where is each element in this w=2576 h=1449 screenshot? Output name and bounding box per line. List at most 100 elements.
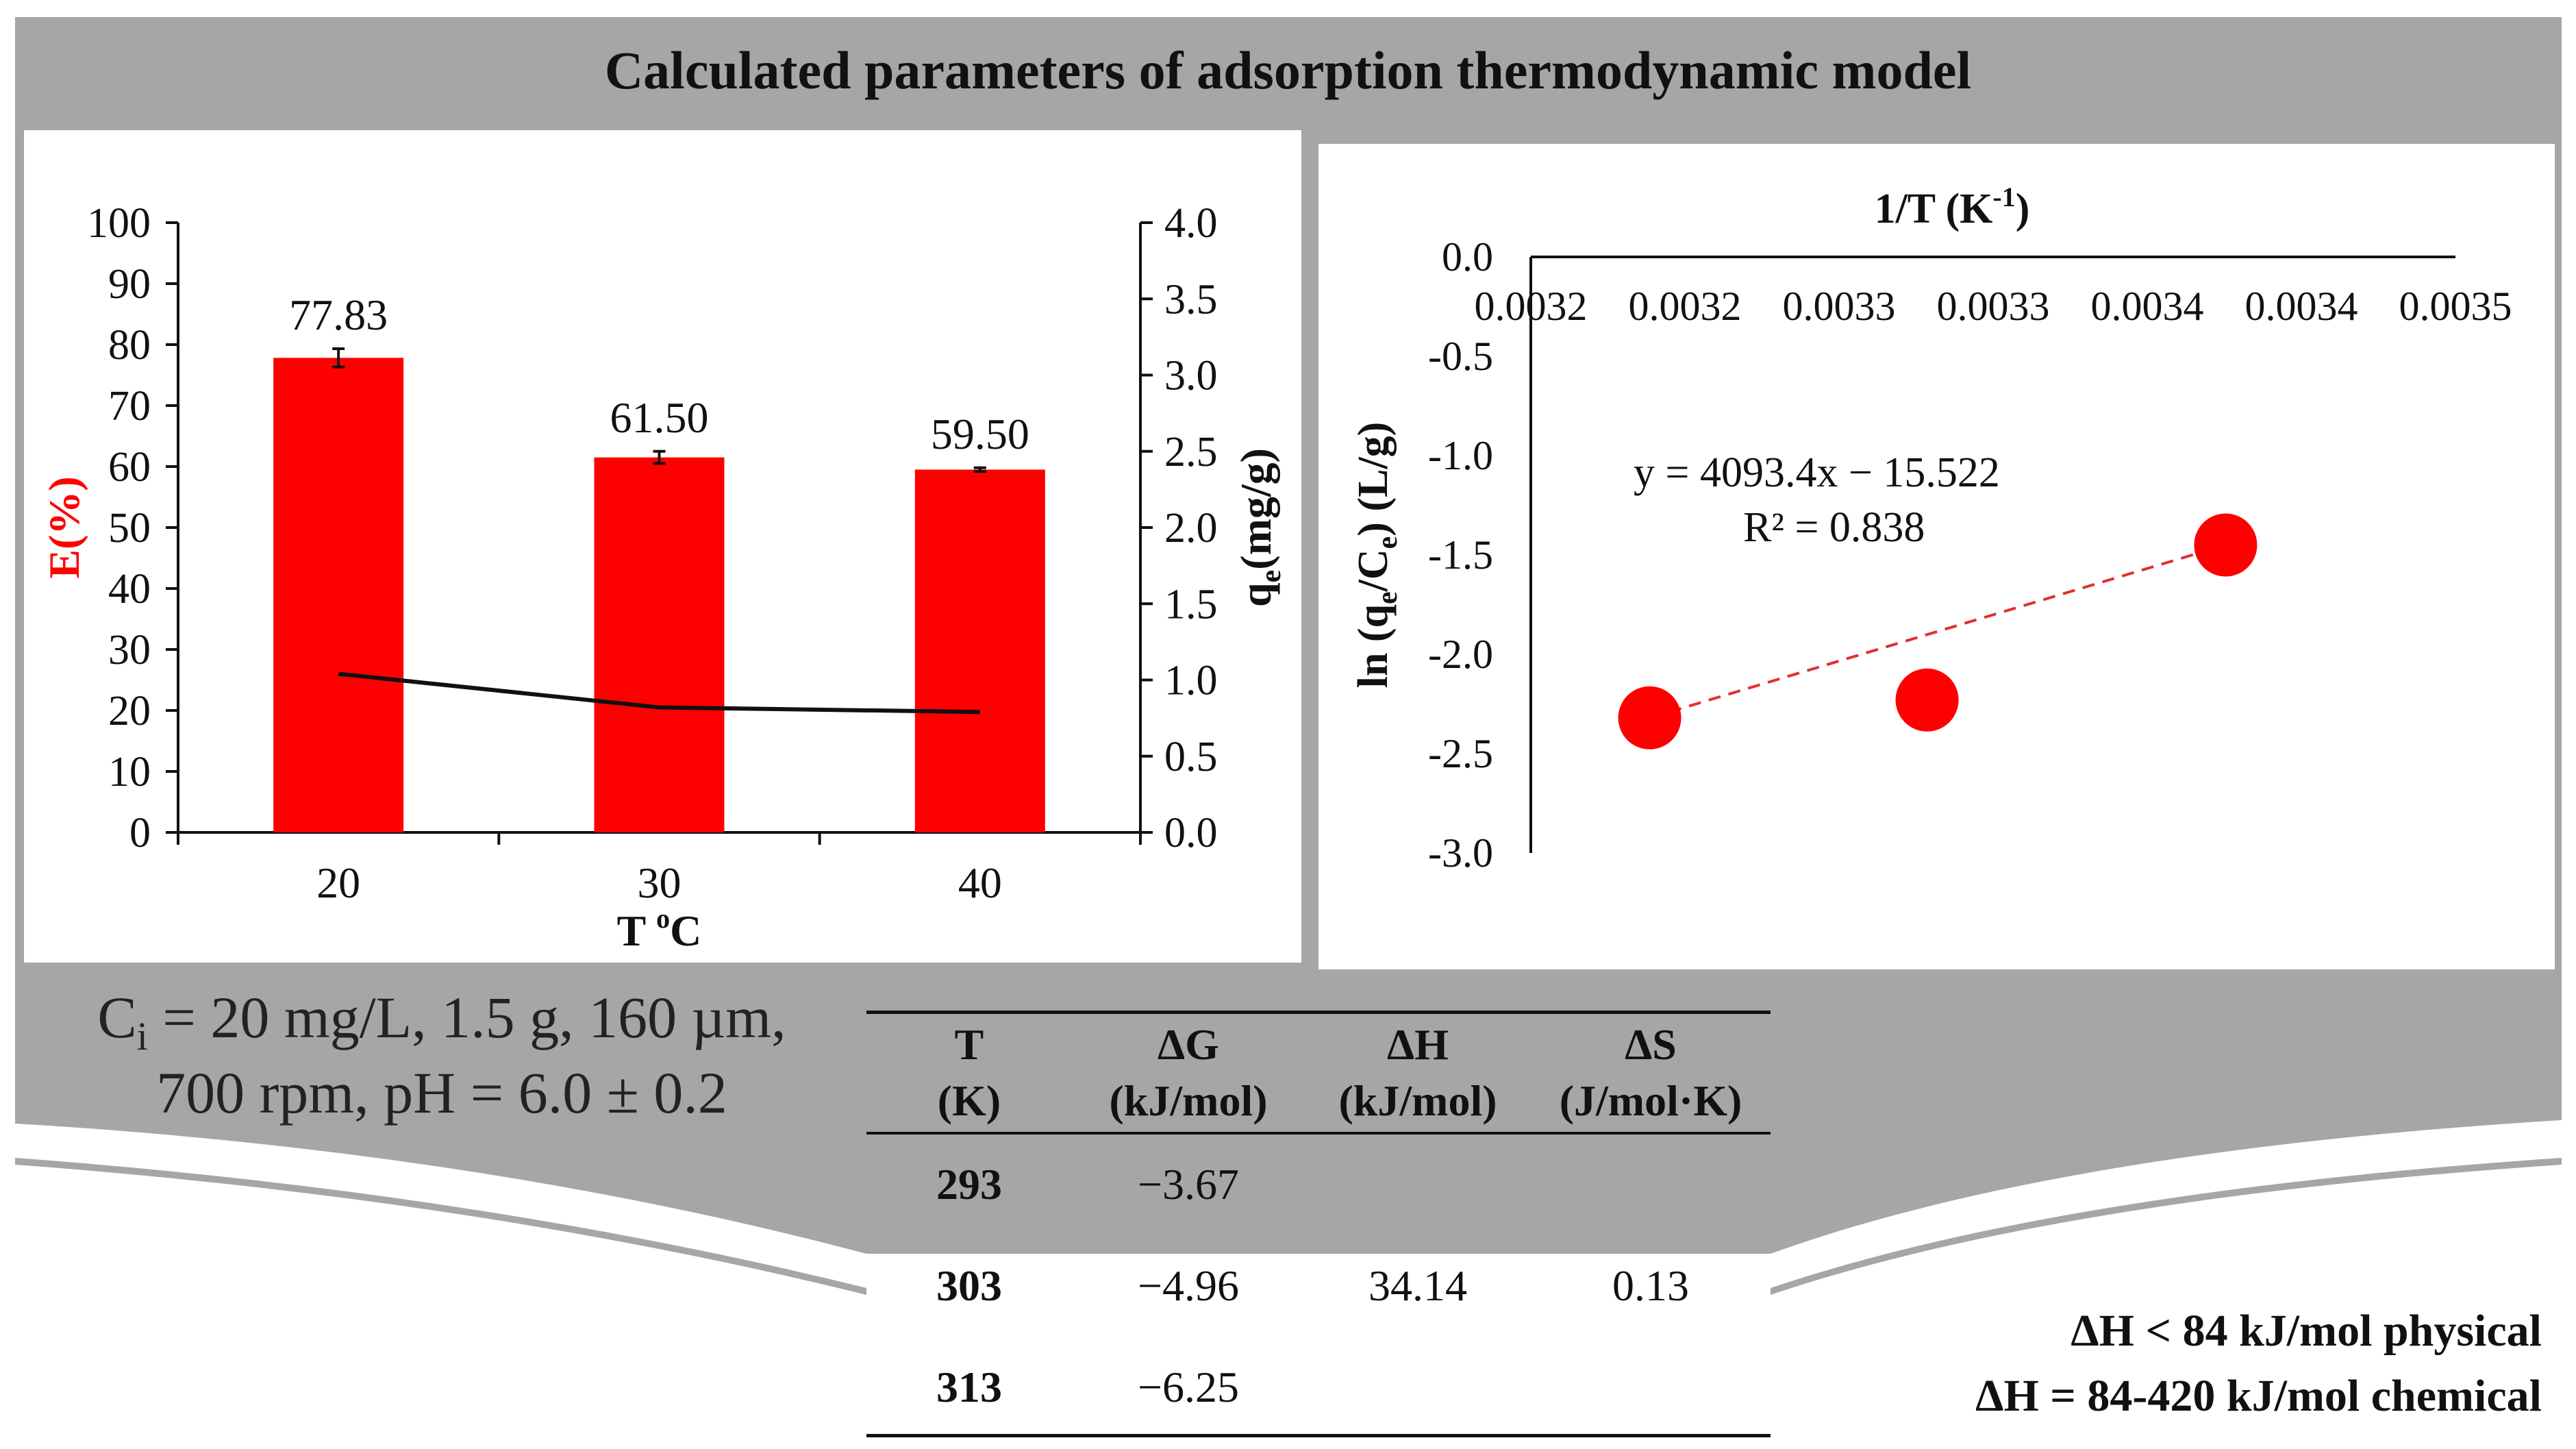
data-point	[2194, 513, 2258, 577]
qe-line-series	[338, 671, 980, 715]
conditions-c: C	[97, 984, 137, 1050]
x-tick-label: 0.0035	[2399, 284, 2512, 329]
x-tick-label: 30	[638, 858, 681, 907]
table-header-dg: ΔG (kJ/mol)	[1072, 1019, 1305, 1126]
y-tick-label: 20	[108, 688, 151, 734]
table-cell-ds: 0.13	[1612, 1261, 1689, 1310]
y2-tick-label: 0.0	[1164, 810, 1218, 856]
y-axis-label-sub1: e	[1372, 591, 1403, 604]
page-title: Calculated parameters of adsorption ther…	[604, 40, 1972, 100]
trendline	[1649, 543, 2227, 719]
bar-chart-panel: 0 10 20 30 40 50 60 70 80 90 100 0.0 0.5 1.0 1.5 2.0 2.5…	[24, 130, 1301, 963]
x-axis-label: T oC	[617, 903, 702, 955]
x-tick-label: 0.0032	[1475, 284, 1588, 329]
x-tick-label: 0.0033	[1937, 284, 2050, 329]
header-t-2: (K)	[937, 1076, 1001, 1125]
y-tick-label: 70	[108, 383, 151, 430]
x-axis-label-end: )	[2016, 186, 2030, 232]
y-tick-label: 60	[108, 444, 151, 491]
scatter-chart: 0.0032 0.0032 0.0033 0.0033 0.0034 0.0034 0.00…	[1350, 182, 2512, 876]
table-cell-dg-313: −6.25	[1137, 1363, 1240, 1411]
y-axis-label-c: /C	[1350, 549, 1397, 592]
header-ds-2: (J/mol·K)	[1559, 1076, 1742, 1125]
x-axis-label-unit: C	[670, 906, 701, 955]
table-top-rule	[866, 1011, 1771, 1014]
y-tick-label: -2.0	[1428, 632, 1493, 677]
trendline-equation: y = 4093.4x − 15.522	[1634, 449, 2000, 496]
table-cell-t-303: 303	[936, 1261, 1002, 1310]
header-t-1: T	[954, 1020, 984, 1069]
trendline-r2: R² = 0.838	[1743, 504, 1925, 551]
conditions-rest: = 20 mg/L, 1.5 g, 160 µm,	[147, 984, 786, 1050]
header-dg-2: (kJ/mol)	[1109, 1076, 1268, 1125]
x-axis-label-sup: -1	[1992, 182, 2015, 212]
y2-axis-label-sub: e	[1255, 570, 1287, 583]
x-axis-label: 1/T (K-1)	[1875, 182, 2030, 232]
data-label: 61.50	[610, 393, 709, 442]
x-tick-label: 40	[958, 858, 1002, 907]
header-dh-1: ΔH	[1387, 1020, 1449, 1069]
y-tick-label: -0.5	[1428, 334, 1493, 379]
y2-tick-label: 1.5	[1164, 581, 1218, 628]
table-cell-dh: 34.14	[1368, 1261, 1467, 1310]
x-tick-label: 20	[316, 858, 360, 907]
y2-axis-label-unit: (mg/g)	[1231, 448, 1280, 570]
y-tick-label: -1.5	[1428, 532, 1493, 578]
y-axis-label-sub2: e	[1372, 536, 1403, 549]
x-axis-label-main: 1/T (K	[1875, 186, 1993, 232]
header-dh-2: (kJ/mol)	[1338, 1076, 1497, 1125]
y2-tick-label: 0.5	[1164, 734, 1218, 780]
y2-axis-label: qe(mg/g)	[1231, 448, 1287, 607]
note-chemical: ΔH = 84-420 kJ/mol chemical	[1975, 1371, 2542, 1421]
y-axis-label: E(%)	[40, 476, 88, 578]
x-axis-label-degree: o	[656, 903, 670, 934]
y-tick-label: 80	[108, 322, 151, 369]
y-tick-label: 40	[108, 566, 151, 612]
y-tick-label: 10	[108, 749, 151, 795]
data-point	[1618, 686, 1681, 750]
y-axis-label-e: ) (L/g)	[1350, 422, 1397, 536]
table-header-ds: ΔS (J/mol·K)	[1531, 1019, 1771, 1126]
table-cell-t-313: 313	[936, 1363, 1002, 1411]
header-ds-1: ΔS	[1625, 1020, 1677, 1069]
y2-axis-label-q: q	[1231, 582, 1280, 607]
y-axis-label-a: ln (q	[1350, 604, 1397, 688]
y-tick-label: -2.5	[1428, 731, 1493, 776]
data-point	[1895, 668, 1959, 732]
y-tick-label: 90	[108, 261, 151, 308]
data-label: 59.50	[931, 410, 1029, 458]
bar	[594, 457, 725, 832]
bar-chart: 0 10 20 30 40 50 60 70 80 90 100 0.0 0.5 1.0 1.5 2.0 2.5…	[40, 200, 1287, 955]
x-tick-label: 0.0034	[2091, 284, 2204, 329]
bar	[273, 358, 404, 832]
y2-tick-label: 3.0	[1164, 353, 1218, 399]
y-tick-label: 0	[129, 810, 151, 856]
table-cell-dg-293: −3.67	[1137, 1160, 1240, 1209]
y-tick-label: -1.0	[1428, 433, 1493, 478]
conditions-line-1: Ci = 20 mg/L, 1.5 g, 160 µm,	[14, 983, 870, 1059]
y2-tick-label: 2.5	[1164, 429, 1218, 475]
y2-tick-label: 3.5	[1164, 276, 1218, 323]
y-tick-label: 0.0	[1442, 234, 1493, 280]
table-header-t: T (K)	[866, 1019, 1072, 1126]
x-tick-label: 0.0034	[2245, 284, 2358, 329]
x-tick-label: 0.0033	[1783, 284, 1896, 329]
y-tick-label: 50	[108, 505, 151, 552]
y2-tick-label: 2.0	[1164, 505, 1218, 552]
y-axis-label: ln (qe/Ce) (L/g)	[1350, 422, 1403, 689]
bar	[914, 469, 1045, 832]
table-cell-t-293: 293	[936, 1160, 1002, 1209]
y-tick-label: 100	[87, 200, 151, 247]
y-tick-label: 30	[108, 627, 151, 673]
table-bottom-rule	[866, 1434, 1771, 1437]
y2-tick-label: 4.0	[1164, 200, 1218, 247]
x-tick-label: 0.0032	[1629, 284, 1742, 329]
conditions-line-2: 700 rpm, pH = 6.0 ± 0.2	[156, 1060, 727, 1126]
table-header-dh: ΔH (kJ/mol)	[1305, 1019, 1531, 1126]
table-header-rule	[866, 1132, 1771, 1135]
table-cell-dg-303: −4.96	[1137, 1261, 1240, 1310]
x-axis-label-t: T	[617, 906, 657, 955]
conditions-c-sub: i	[136, 1014, 148, 1059]
scatter-chart-panel: 0.0032 0.0032 0.0033 0.0033 0.0034 0.0034 0.00…	[1318, 144, 2555, 969]
y-tick-label: -3.0	[1428, 830, 1493, 876]
